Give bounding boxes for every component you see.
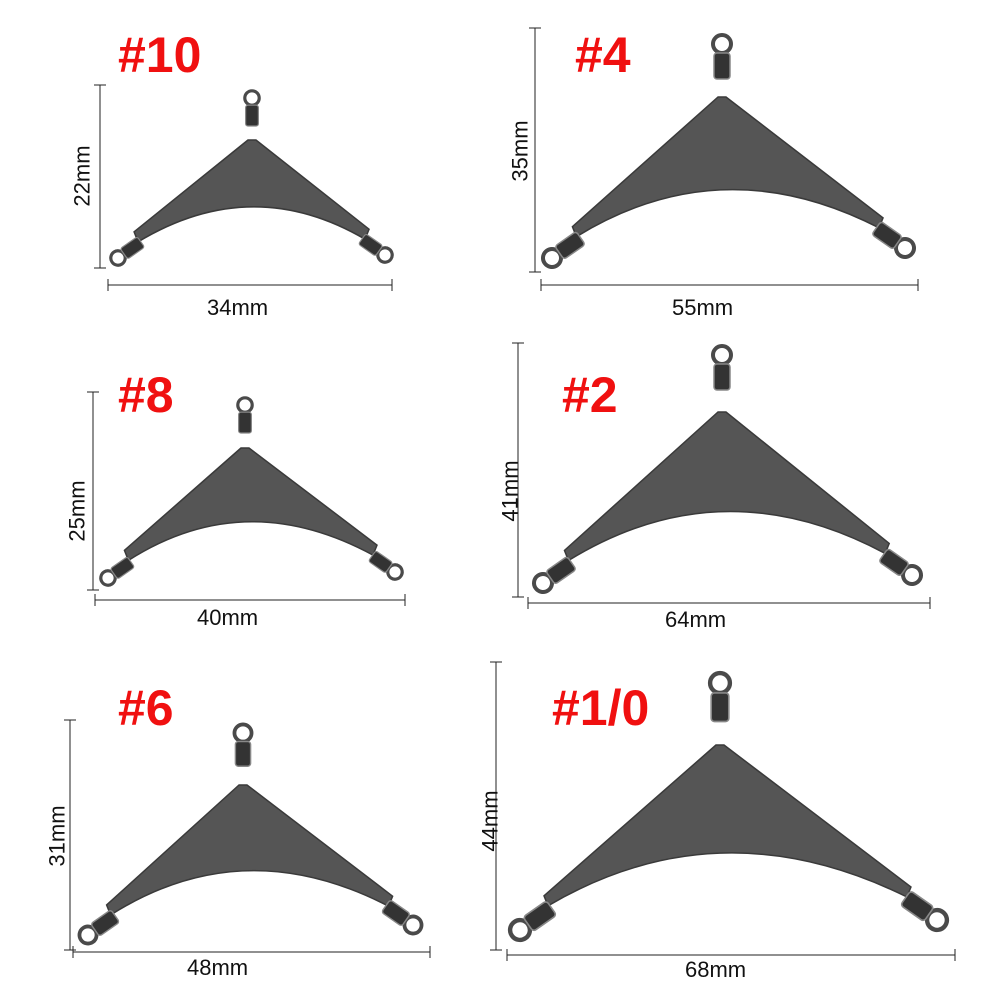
width-label-2: 64mm xyxy=(665,607,727,632)
left-swivel xyxy=(507,901,557,943)
right-swivel xyxy=(368,551,404,581)
top-swivel xyxy=(232,722,254,767)
swivel-barrel xyxy=(546,556,576,584)
swivel-assembly-5 xyxy=(490,661,956,961)
wing-plate xyxy=(543,744,912,907)
swivel-barrel xyxy=(381,900,410,926)
top-swivel xyxy=(711,344,733,391)
width-label-6: 48mm xyxy=(187,955,249,980)
width-label-8: 40mm xyxy=(197,605,259,630)
swivel-barrel xyxy=(879,548,909,576)
swivel-barrel xyxy=(555,231,585,259)
swivel-barrel xyxy=(713,52,731,80)
swivel-assembly-1 xyxy=(529,27,919,291)
right-swivel xyxy=(900,891,950,933)
swivel-barrel xyxy=(713,363,731,391)
swivel-barrel xyxy=(710,692,730,723)
swivel-barrel xyxy=(244,104,260,127)
width-label-10: 34mm xyxy=(207,295,269,320)
width-label-1-0: 68mm xyxy=(685,957,747,982)
swivel-barrel xyxy=(358,234,383,256)
swivel-barrel xyxy=(120,237,145,259)
size-label-8: #8 xyxy=(118,367,174,423)
size-label-2: #2 xyxy=(562,367,618,423)
size-label-10: #10 xyxy=(118,27,202,83)
wing-plate xyxy=(563,411,891,562)
swivel-assembly-2 xyxy=(87,391,406,606)
top-swivel xyxy=(243,89,261,127)
swivel-barrel xyxy=(91,910,120,936)
swivel-ring xyxy=(711,33,733,55)
left-swivel xyxy=(109,237,145,267)
height-label-8: 25mm xyxy=(64,480,90,542)
wing-plate xyxy=(571,96,884,238)
size-label-4: #4 xyxy=(575,27,631,83)
swivel-ring xyxy=(232,722,254,744)
swivel-ring xyxy=(707,670,733,696)
top-swivel xyxy=(707,670,733,723)
wing-plate xyxy=(123,447,378,562)
swivel-barrel xyxy=(523,901,557,932)
height-label-10: 22mm xyxy=(69,145,95,207)
size-label-6: #6 xyxy=(118,680,174,736)
swivel-barrel xyxy=(110,557,135,579)
swivel-assembly-0 xyxy=(94,84,394,291)
swivel-barrel xyxy=(368,551,393,573)
height-label-2: 41mm xyxy=(497,460,523,522)
right-swivel xyxy=(358,234,394,264)
swivel-assembly-3 xyxy=(512,342,931,609)
top-swivel xyxy=(711,33,733,80)
wing-plate xyxy=(133,139,370,243)
height-label-6: 31mm xyxy=(44,805,70,867)
wing-plate xyxy=(105,784,394,917)
top-swivel xyxy=(236,396,254,434)
right-swivel xyxy=(879,548,923,586)
height-label-1-0: 44mm xyxy=(477,790,503,852)
left-swivel xyxy=(77,910,120,946)
swivel-barrel xyxy=(872,221,902,249)
right-swivel xyxy=(381,900,424,936)
swivel-ring xyxy=(711,344,733,366)
swivel-ring xyxy=(243,89,261,107)
left-swivel xyxy=(99,557,135,587)
left-swivel xyxy=(532,556,576,594)
right-swivel xyxy=(872,221,916,259)
swivel-barrel xyxy=(237,411,253,434)
swivel-barrel xyxy=(234,740,252,767)
width-label-4: 55mm xyxy=(672,295,734,320)
swivel-barrel xyxy=(900,891,934,922)
size-label-1-0: #1/0 xyxy=(552,680,650,736)
swivel-assembly-4 xyxy=(64,719,431,958)
swivel-ring xyxy=(236,396,254,414)
height-label-4: 35mm xyxy=(507,120,533,182)
left-swivel xyxy=(541,231,585,269)
